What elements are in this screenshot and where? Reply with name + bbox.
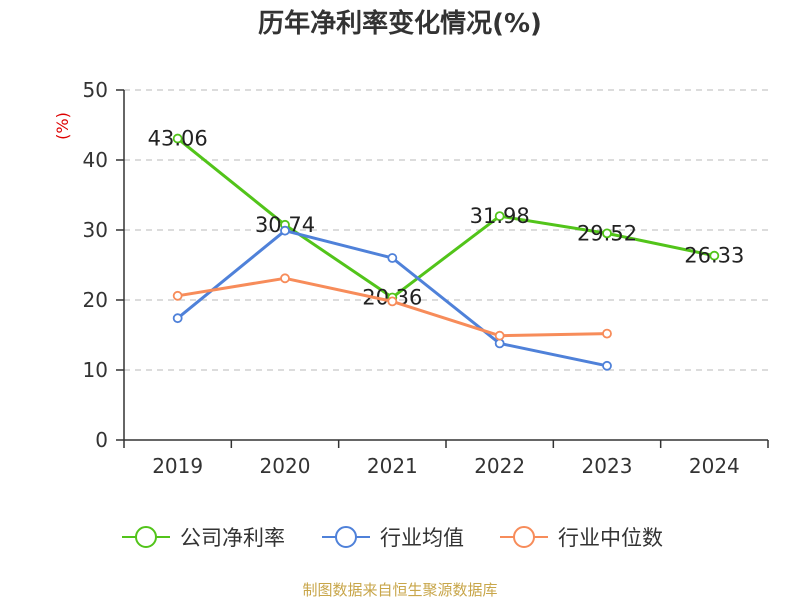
legend-swatch-marker xyxy=(513,526,535,548)
x-tick-label: 2020 xyxy=(260,454,311,478)
legend-label: 行业均值 xyxy=(380,526,464,550)
data-point xyxy=(709,250,720,261)
y-tick-label: 20 xyxy=(83,288,108,312)
x-tick-label: 2021 xyxy=(367,454,418,478)
x-tick-label: 2022 xyxy=(474,454,525,478)
series-line xyxy=(176,137,715,299)
legend-swatch-marker xyxy=(135,526,157,548)
y-tick-label: 50 xyxy=(83,78,108,102)
data-point xyxy=(494,330,505,341)
data-point xyxy=(172,133,183,144)
axes: 0 10 20 30 40 50 2019 2020 2021 2022 2023 2024 xyxy=(83,78,769,478)
y-tick-label: 40 xyxy=(83,148,108,172)
chart-title: 历年净利率变化情况(%) xyxy=(258,9,542,39)
legend[interactable]: 公司净利率 行业均值 行业中位数 xyxy=(122,526,663,550)
data-point xyxy=(280,225,290,236)
series-group xyxy=(172,273,612,341)
data-point xyxy=(172,313,183,324)
x-tick-label: 2024 xyxy=(689,454,740,478)
data-label: 43.06 xyxy=(148,127,208,151)
x-tick-label: 2019 xyxy=(152,454,203,478)
gridlines xyxy=(124,89,768,371)
x-tick-label: 2023 xyxy=(582,454,633,478)
data-point xyxy=(602,360,612,371)
source-note: 制图数据来自恒生聚源数据库 xyxy=(302,581,497,599)
legend-swatch-marker xyxy=(335,526,357,548)
data-label: 31.98 xyxy=(470,204,530,228)
legend-item[interactable]: 行业均值 xyxy=(322,526,464,550)
y-tick-label: 30 xyxy=(83,218,108,242)
data-point xyxy=(172,290,183,301)
legend-label: 公司净利率 xyxy=(180,526,285,550)
data-point xyxy=(387,253,398,263)
data-label: 29.52 xyxy=(577,221,637,245)
data-point xyxy=(602,328,612,339)
y-tick-label: 0 xyxy=(95,428,108,452)
data-point xyxy=(280,273,290,284)
y-tick-label: 10 xyxy=(83,358,108,382)
legend-item[interactable]: 行业中位数 xyxy=(500,526,663,550)
data-point xyxy=(494,211,505,222)
data-point xyxy=(602,228,612,239)
y-axis-unit-label: (%) xyxy=(53,112,72,140)
data-point xyxy=(387,296,398,307)
legend-label: 行业中位数 xyxy=(558,526,663,550)
legend-item[interactable]: 公司净利率 xyxy=(122,526,285,550)
data-label: 26.33 xyxy=(684,244,744,268)
